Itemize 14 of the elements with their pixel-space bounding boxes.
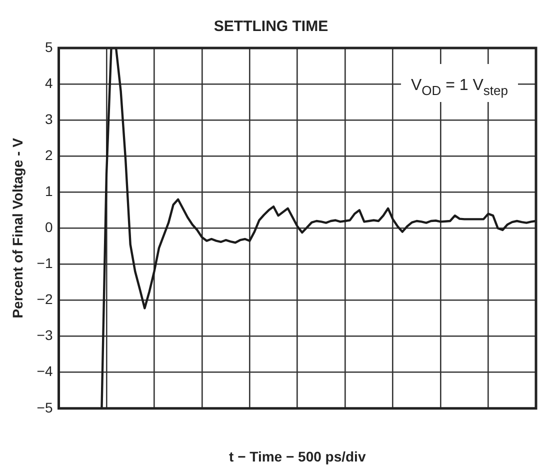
y-tick-label: −1 xyxy=(36,255,53,272)
chart-title: SETTLING TIME xyxy=(214,18,328,36)
y-axis-title: Percent of Final Voltage - V xyxy=(9,137,26,318)
y-tick-label: 1 xyxy=(44,183,53,200)
y-tick-label: −2 xyxy=(36,291,53,308)
y-tick-label: −5 xyxy=(36,399,53,416)
y-tick-label: 3 xyxy=(44,110,53,127)
x-axis-title: t − Time − 500 ps/div xyxy=(229,448,366,464)
y-tick-label: 0 xyxy=(44,219,53,236)
y-tick-label: 2 xyxy=(44,146,53,163)
y-tick-label: −4 xyxy=(36,363,53,380)
y-tick-label: −3 xyxy=(36,327,53,344)
y-tick-label: 4 xyxy=(44,74,53,91)
y-tick-label: 5 xyxy=(44,38,53,55)
